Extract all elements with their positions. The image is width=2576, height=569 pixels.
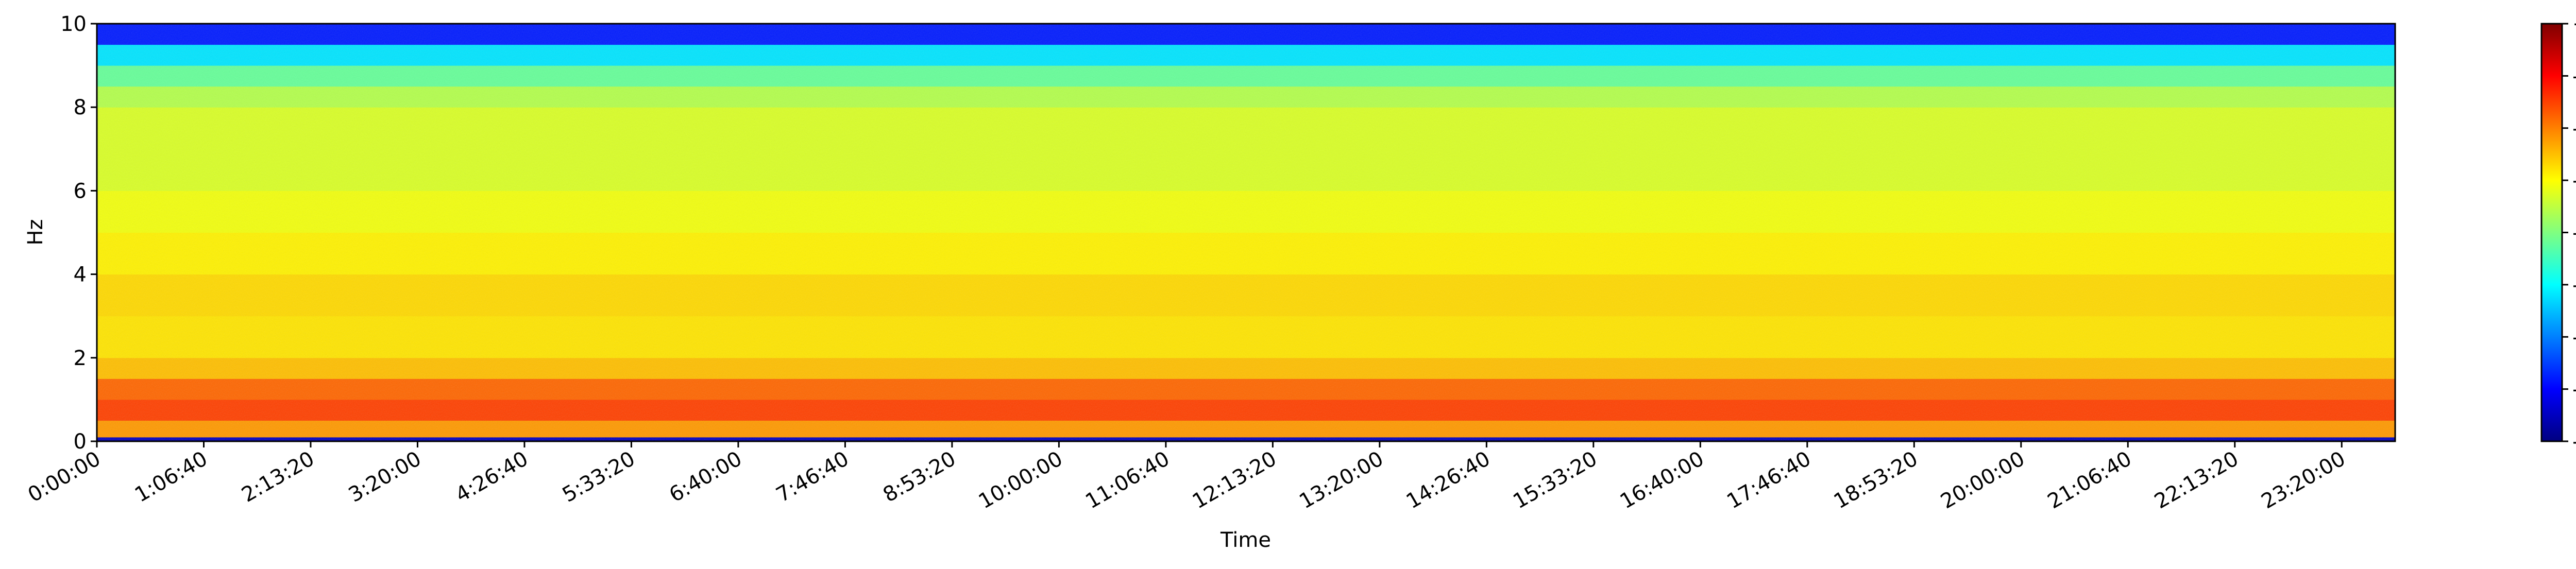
y-tick-label: 8: [74, 96, 87, 119]
x-tick-label: 11:06:40: [1081, 447, 1174, 514]
x-tick-label: 17:46:40: [1723, 447, 1815, 514]
x-tick-label: 14:26:40: [1402, 447, 1495, 514]
colorbar-tick-label: -80 dB: [2572, 430, 2576, 454]
x-tick-label: 7:46:40: [772, 447, 853, 507]
x-tick-label: 23:20:00: [2258, 447, 2350, 514]
x-tick-label: 13:20:00: [1295, 447, 1387, 514]
spectrogram-area: [97, 24, 2395, 441]
plot-frame: [96, 23, 2396, 442]
y-axis-label: Hz: [24, 219, 47, 245]
x-tick-label: 12:13:20: [1189, 447, 1281, 514]
x-tick-label: 10:00:00: [975, 447, 1067, 514]
x-tick-label: 5:33:20: [558, 447, 639, 507]
colorbar: [2540, 23, 2563, 442]
y-tick-label: 0: [74, 430, 87, 454]
colorbar-tick-label: -60 dB: [2572, 325, 2576, 349]
y-tick-label: 6: [74, 179, 87, 203]
colorbar-tick-label: -10 dB: [2572, 64, 2576, 88]
y-tick-label: 10: [60, 12, 87, 36]
x-tick-label: 0:00:00: [24, 447, 105, 507]
colorbar-tick-label: -30 dB: [2572, 169, 2576, 193]
x-tick-label: 20:00:00: [1937, 447, 2029, 514]
colorbar-tick-label: -70 dB: [2572, 378, 2576, 402]
colorbar-tick-label: -50 dB: [2572, 273, 2576, 297]
x-tick-label: 15:33:20: [1509, 447, 1601, 514]
x-tick-label: 16:40:00: [1616, 447, 1708, 514]
x-tick-label: 21:06:40: [2044, 447, 2136, 514]
x-tick-label: 4:26:40: [451, 447, 532, 507]
x-tick-label: 8:53:20: [879, 447, 960, 507]
colorbar-tick-label: -20 dB: [2572, 117, 2576, 141]
x-tick-label: 18:53:20: [1830, 447, 1922, 514]
noise-texture: [97, 24, 2395, 441]
x-tick-label: 1:06:40: [131, 447, 212, 507]
y-tick-label: 4: [74, 263, 87, 287]
x-tick-label: 2:13:20: [238, 447, 318, 507]
colorbar-tick-label: +0 dB: [2572, 12, 2576, 36]
colorbar-tick-label: -40 dB: [2572, 221, 2576, 245]
x-axis-label: Time: [1220, 528, 1271, 552]
x-tick-label: 22:13:20: [2150, 447, 2243, 514]
y-tick-label: 2: [74, 347, 87, 370]
x-tick-label: 3:20:00: [345, 447, 426, 507]
x-tick-label: 6:40:00: [665, 447, 746, 507]
